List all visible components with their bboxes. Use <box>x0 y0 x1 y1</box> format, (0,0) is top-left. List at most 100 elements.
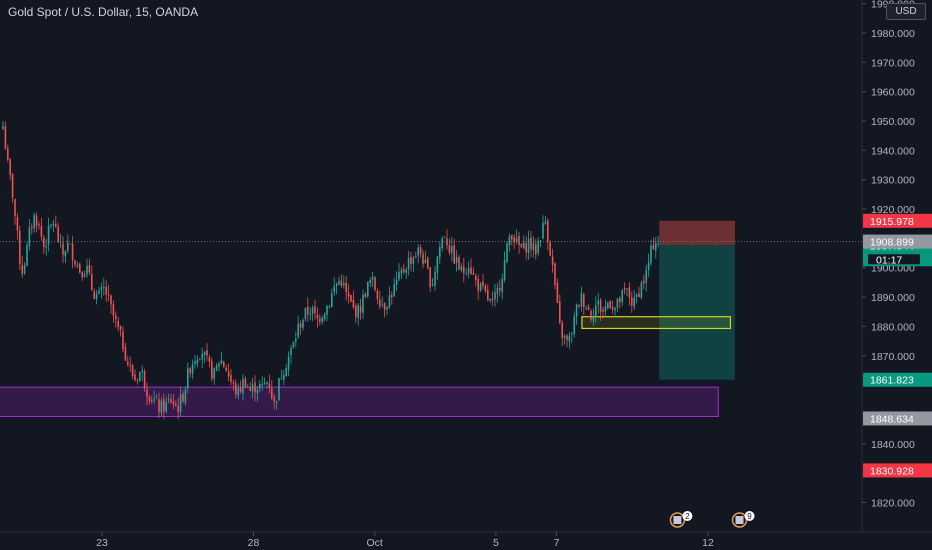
candle-body <box>57 226 59 243</box>
stop-zone[interactable] <box>659 220 735 246</box>
candle-body <box>417 247 419 256</box>
candle <box>167 393 170 404</box>
candle-body <box>59 242 62 243</box>
candle <box>62 236 64 264</box>
candle <box>184 386 187 407</box>
candle <box>110 294 112 314</box>
candle-body <box>235 383 237 395</box>
candle-body <box>278 377 280 401</box>
candle <box>100 282 103 299</box>
event-flag[interactable]: 9 <box>731 511 755 528</box>
candle-body <box>292 341 295 348</box>
time-axis[interactable]: 23 28 Oct 5 7 12 <box>0 531 932 549</box>
candle <box>381 296 383 308</box>
candle <box>2 120 4 131</box>
candle <box>31 223 33 235</box>
candle <box>441 235 443 252</box>
candle-body <box>503 260 506 281</box>
support-zone[interactable] <box>0 386 719 418</box>
price-tick-label: 1880.000 <box>871 321 915 333</box>
candle-body <box>556 282 559 303</box>
event-flag[interactable]: 2 <box>669 511 693 528</box>
entry-box[interactable] <box>581 316 732 330</box>
candle-body <box>273 397 275 402</box>
candle-body <box>95 293 98 300</box>
candle-body <box>295 338 297 342</box>
target-zone[interactable] <box>659 245 735 380</box>
candle <box>163 393 165 419</box>
candle <box>259 380 261 392</box>
candle-body <box>448 245 451 253</box>
price-tick-label: 1980.000 <box>871 28 915 40</box>
candle-body <box>119 326 122 331</box>
candle <box>578 304 580 309</box>
candle-body <box>463 266 465 274</box>
candle <box>131 363 134 380</box>
candle-body <box>599 300 602 312</box>
candle <box>645 264 647 292</box>
candle <box>235 379 237 399</box>
candle-body <box>592 316 595 321</box>
currency-button[interactable]: USD <box>886 3 926 20</box>
candle <box>4 121 7 150</box>
candle-body <box>283 375 285 380</box>
candle <box>451 236 453 262</box>
candle-body <box>635 294 638 297</box>
candle-body <box>254 382 256 393</box>
candle <box>345 275 347 301</box>
candle <box>489 298 491 303</box>
candle <box>105 280 107 302</box>
candle-body <box>71 243 74 261</box>
candle <box>650 239 652 266</box>
candle-body <box>359 306 362 313</box>
candle-body <box>153 399 155 401</box>
candle <box>278 377 280 401</box>
candle <box>95 290 98 305</box>
level-price-label-bg <box>863 411 932 426</box>
candle-body <box>167 399 170 401</box>
candle-body <box>196 360 199 363</box>
candle <box>357 303 359 326</box>
candle <box>196 355 199 368</box>
candle-body <box>520 243 523 248</box>
candle-body <box>331 293 333 307</box>
candle <box>379 290 381 310</box>
candle <box>244 376 247 389</box>
candle <box>319 314 321 326</box>
candle-body <box>439 247 441 258</box>
candle-body <box>638 293 640 297</box>
candle <box>568 332 571 349</box>
candle <box>403 263 405 275</box>
candle <box>551 248 554 273</box>
price-tick-label: 1870.000 <box>871 351 915 363</box>
candle-body <box>352 299 355 307</box>
candle <box>359 298 362 321</box>
candle-body <box>290 347 292 356</box>
candle <box>287 351 290 377</box>
candle <box>93 288 95 300</box>
candle <box>431 277 434 287</box>
candle <box>268 374 271 394</box>
candle <box>511 234 513 246</box>
candle-body <box>415 256 417 258</box>
candle-body <box>479 282 482 291</box>
candle-body <box>496 287 499 294</box>
candle-body <box>50 224 52 226</box>
candle-body <box>443 237 446 239</box>
candle-body <box>403 269 405 272</box>
candle <box>239 380 242 394</box>
candle-body <box>88 264 91 273</box>
candle <box>460 263 463 273</box>
candle-body <box>43 237 45 247</box>
candle <box>67 234 69 254</box>
candle-body <box>455 256 458 263</box>
target-price-label-bg <box>863 372 932 387</box>
candle <box>477 274 479 300</box>
current-price-label-bg <box>863 234 932 249</box>
candle-body <box>40 225 43 237</box>
candle <box>311 304 314 322</box>
candle <box>170 393 172 404</box>
candle-body <box>595 305 597 318</box>
